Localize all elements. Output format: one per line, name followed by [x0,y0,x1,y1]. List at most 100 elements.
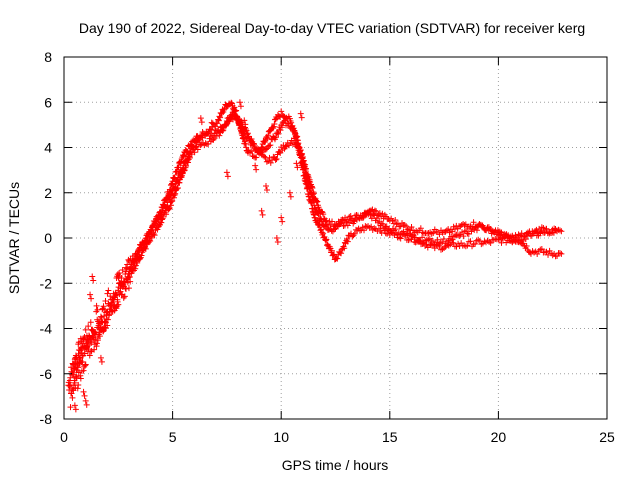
data-point-track-C [262,146,269,153]
data-point-track-C [325,226,332,233]
data-point-spikes [273,235,280,241]
data-point-track-A [558,250,565,257]
data-point-track-A [467,238,474,245]
y-tick-label: 2 [44,185,52,201]
data-point-track-B [170,194,177,201]
data-point-spikes [88,295,95,302]
data-point-track-C [77,345,84,352]
data-point-track-C [459,229,466,236]
data-point-track-A [487,240,494,247]
data-point-track-C [267,142,274,149]
data-point-track-C [314,209,321,216]
data-point-spikes [241,117,248,124]
data-point-track-C [277,127,284,134]
data-point-track-B [401,221,408,228]
data-point-track-A [278,108,285,115]
data-point-track-B [445,226,452,233]
data-point-track-C [130,260,137,267]
data-point-track-C [135,248,142,255]
data-point-track-C [363,211,370,218]
data-point-track-C [419,234,426,241]
data-point-track-A [223,103,230,110]
data-point-track-C [412,234,419,241]
data-point-track-B [408,224,415,231]
data-point-track-C [370,211,377,218]
data-point-track-A [271,120,278,127]
data-point-track-C [550,229,557,236]
data-point-track-A [549,252,556,259]
x-axis-label: GPS time / hours [282,457,389,473]
data-point-track-A [523,242,530,249]
data-point-track-C [402,231,409,238]
data-point-track-A [464,242,471,249]
data-point-track-C [522,236,529,243]
data-point-track-B [71,379,78,386]
data-point-track-A [180,152,187,159]
data-point-track-C [136,247,143,254]
data-point-track-C [171,184,178,191]
data-point-track-C [174,177,181,184]
data-point-track-B [73,374,80,381]
data-point-track-C [206,129,213,136]
data-point-track-C [549,226,556,233]
data-point-spikes [83,401,90,408]
data-point-track-B [470,219,477,226]
data-point-track-B [82,362,89,369]
data-point-track-B [104,322,111,329]
data-point-spikes [278,214,285,221]
data-point-track-C [242,130,249,137]
data-point-track-C [87,319,94,326]
data-point-track-B [273,156,280,163]
data-point-track-C [131,256,138,263]
data-point-track-C [554,228,561,235]
data-point-track-C [434,236,441,243]
data-point-spikes [253,166,260,173]
data-point-track-B [436,231,443,238]
data-point-track-B [261,153,268,160]
data-point-track-C [226,118,233,125]
data-point-track-C [249,140,256,147]
data-point-track-C [164,199,171,206]
data-point-track-B [194,146,201,153]
data-point-track-C [465,230,472,237]
data-point-track-A [243,144,250,151]
data-point-track-C [273,130,280,137]
data-point-track-B [430,229,437,236]
axes: 0 5 10 15 20 25 -8 -6 -4 -2 0 2 4 6 8 [40,49,615,445]
data-point-track-C [199,134,206,141]
y-tick-label: 4 [44,140,52,156]
data-point-track-B [449,228,456,235]
y-tick-label: 0 [44,230,52,246]
data-point-track-C [152,220,159,227]
data-point-spikes [81,392,88,399]
data-point-track-C [366,208,373,215]
data-point-track-A [82,326,89,333]
data-point-track-C [78,338,85,345]
data-point-track-A [228,99,235,106]
data-point-track-C [479,222,486,229]
data-point-track-C [123,265,130,272]
data-point-spikes [82,397,89,404]
data-point-spikes [87,291,94,298]
data-point-track-C [232,112,239,119]
data-point-track-C [100,303,107,310]
data-point-spikes [263,186,270,193]
data-point-track-C [373,215,380,222]
data-point-track-A [450,239,457,246]
data-point-track-A [334,255,341,262]
data-point-track-A [554,252,561,259]
data-point-spikes [293,160,300,167]
data-point-track-C [116,269,123,276]
data-point-track-C [184,156,191,163]
data-point-track-C [280,118,287,125]
data-point-spikes [258,207,265,214]
data-point-track-B [77,372,84,379]
data-point-track-B [442,228,449,235]
data-point-track-C [532,228,539,235]
data-point-spikes [97,354,104,361]
data-point-track-C [79,352,86,359]
data-point-track-A [531,249,538,256]
data-point-track-C [165,196,172,203]
data-point-track-C [294,133,301,140]
data-point-track-B [80,367,87,374]
